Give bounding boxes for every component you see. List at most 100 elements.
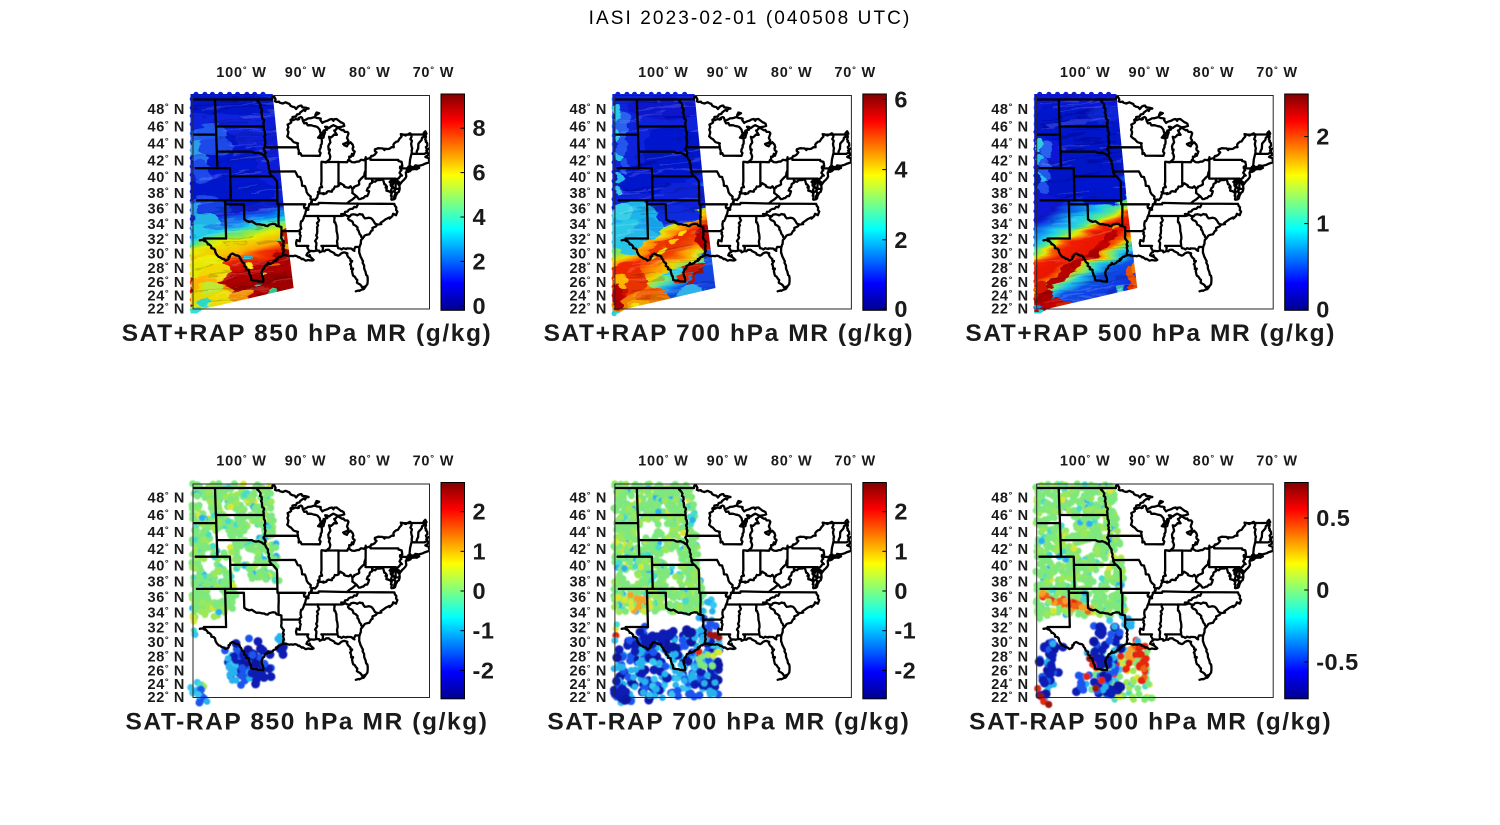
svg-text:2: 2 xyxy=(894,499,908,525)
svg-text:2: 2 xyxy=(894,227,908,253)
svg-text:90° W: 90° W xyxy=(707,453,749,470)
svg-text:26° N: 26° N xyxy=(148,274,185,291)
svg-text:SAT-RAP 500 hPa MR (g/kg): SAT-RAP 500 hPa MR (g/kg) xyxy=(969,709,1332,736)
svg-text:30° N: 30° N xyxy=(569,246,606,263)
svg-text:6: 6 xyxy=(894,86,908,112)
svg-text:24° N: 24° N xyxy=(148,288,185,305)
svg-text:-0.5: -0.5 xyxy=(1316,649,1359,675)
svg-text:80° W: 80° W xyxy=(1193,453,1235,470)
svg-text:30° N: 30° N xyxy=(991,635,1028,652)
svg-text:70° W: 70° W xyxy=(834,453,876,470)
svg-text:42° N: 42° N xyxy=(148,541,185,558)
svg-text:32° N: 32° N xyxy=(569,620,606,637)
svg-text:1: 1 xyxy=(473,538,487,564)
svg-text:100° W: 100° W xyxy=(1060,453,1111,470)
svg-text:48° N: 48° N xyxy=(991,101,1028,118)
svg-text:0: 0 xyxy=(894,296,908,322)
svg-text:44° N: 44° N xyxy=(148,136,185,153)
svg-text:36° N: 36° N xyxy=(148,201,185,218)
svg-text:90° W: 90° W xyxy=(285,453,327,470)
svg-text:42° N: 42° N xyxy=(569,153,606,170)
svg-text:28° N: 28° N xyxy=(991,261,1028,278)
svg-text:22° N: 22° N xyxy=(148,301,185,318)
svg-text:44° N: 44° N xyxy=(991,525,1028,542)
svg-text:4: 4 xyxy=(473,204,487,230)
svg-text:26° N: 26° N xyxy=(569,274,606,291)
svg-text:46° N: 46° N xyxy=(148,119,185,136)
svg-text:28° N: 28° N xyxy=(148,649,185,666)
svg-text:SAT+RAP 700 hPa MR (g/kg): SAT+RAP 700 hPa MR (g/kg) xyxy=(544,320,915,347)
svg-text:24° N: 24° N xyxy=(569,677,606,694)
svg-text:32° N: 32° N xyxy=(148,232,185,249)
svg-text:90° W: 90° W xyxy=(707,65,749,82)
svg-text:34° N: 34° N xyxy=(991,217,1028,234)
svg-text:24° N: 24° N xyxy=(569,288,606,305)
svg-text:26° N: 26° N xyxy=(991,274,1028,291)
svg-text:36° N: 36° N xyxy=(148,590,185,607)
svg-text:36° N: 36° N xyxy=(991,201,1028,218)
svg-text:42° N: 42° N xyxy=(991,153,1028,170)
svg-text:46° N: 46° N xyxy=(569,119,606,136)
svg-text:44° N: 44° N xyxy=(569,525,606,542)
svg-text:40° N: 40° N xyxy=(148,169,185,186)
svg-text:80° W: 80° W xyxy=(349,65,391,82)
svg-text:22° N: 22° N xyxy=(569,690,606,707)
svg-text:2: 2 xyxy=(473,499,487,525)
svg-text:90° W: 90° W xyxy=(1128,65,1170,82)
svg-text:70° W: 70° W xyxy=(834,65,876,82)
svg-text:48° N: 48° N xyxy=(991,490,1028,507)
svg-text:42° N: 42° N xyxy=(148,153,185,170)
svg-text:30° N: 30° N xyxy=(569,635,606,652)
svg-text:32° N: 32° N xyxy=(991,232,1028,249)
svg-text:90° W: 90° W xyxy=(1128,453,1170,470)
svg-text:0: 0 xyxy=(473,293,487,319)
svg-text:44° N: 44° N xyxy=(148,525,185,542)
svg-text:46° N: 46° N xyxy=(991,119,1028,136)
svg-text:80° W: 80° W xyxy=(771,453,813,470)
svg-text:80° W: 80° W xyxy=(349,453,391,470)
svg-text:6: 6 xyxy=(473,160,487,186)
svg-text:SAT+RAP 850 hPa MR (g/kg): SAT+RAP 850 hPa MR (g/kg) xyxy=(122,320,493,347)
svg-text:4: 4 xyxy=(894,157,908,183)
svg-text:90° W: 90° W xyxy=(285,65,327,82)
svg-text:32° N: 32° N xyxy=(991,620,1028,637)
svg-text:28° N: 28° N xyxy=(569,649,606,666)
svg-text:22° N: 22° N xyxy=(148,690,185,707)
svg-text:26° N: 26° N xyxy=(991,663,1028,680)
svg-text:46° N: 46° N xyxy=(569,507,606,524)
svg-text:38° N: 38° N xyxy=(569,574,606,591)
svg-text:36° N: 36° N xyxy=(991,590,1028,607)
svg-text:100° W: 100° W xyxy=(638,65,689,82)
svg-text:38° N: 38° N xyxy=(991,186,1028,203)
svg-text:80° W: 80° W xyxy=(771,65,813,82)
svg-text:26° N: 26° N xyxy=(148,663,185,680)
svg-text:70° W: 70° W xyxy=(413,453,455,470)
svg-text:0: 0 xyxy=(1316,577,1330,603)
svg-text:2: 2 xyxy=(473,248,487,274)
svg-text:34° N: 34° N xyxy=(148,217,185,234)
svg-text:42° N: 42° N xyxy=(991,541,1028,558)
svg-text:44° N: 44° N xyxy=(991,136,1028,153)
svg-text:-2: -2 xyxy=(473,657,495,683)
svg-text:38° N: 38° N xyxy=(569,186,606,203)
svg-text:0.5: 0.5 xyxy=(1316,505,1350,531)
svg-text:70° W: 70° W xyxy=(1256,453,1298,470)
svg-text:22° N: 22° N xyxy=(569,301,606,318)
svg-text:1: 1 xyxy=(1316,211,1330,237)
svg-text:32° N: 32° N xyxy=(569,232,606,249)
svg-text:36° N: 36° N xyxy=(569,590,606,607)
svg-text:36° N: 36° N xyxy=(569,201,606,218)
svg-text:28° N: 28° N xyxy=(148,261,185,278)
svg-text:44° N: 44° N xyxy=(569,136,606,153)
svg-text:40° N: 40° N xyxy=(569,169,606,186)
svg-text:48° N: 48° N xyxy=(569,490,606,507)
svg-text:26° N: 26° N xyxy=(569,663,606,680)
svg-text:30° N: 30° N xyxy=(991,246,1028,263)
svg-text:32° N: 32° N xyxy=(148,620,185,637)
svg-text:1: 1 xyxy=(894,538,908,564)
svg-text:40° N: 40° N xyxy=(569,558,606,575)
svg-text:22° N: 22° N xyxy=(991,690,1028,707)
svg-text:100° W: 100° W xyxy=(1060,65,1111,82)
svg-text:40° N: 40° N xyxy=(148,558,185,575)
svg-text:SAT-RAP 850 hPa MR (g/kg): SAT-RAP 850 hPa MR (g/kg) xyxy=(125,709,488,736)
